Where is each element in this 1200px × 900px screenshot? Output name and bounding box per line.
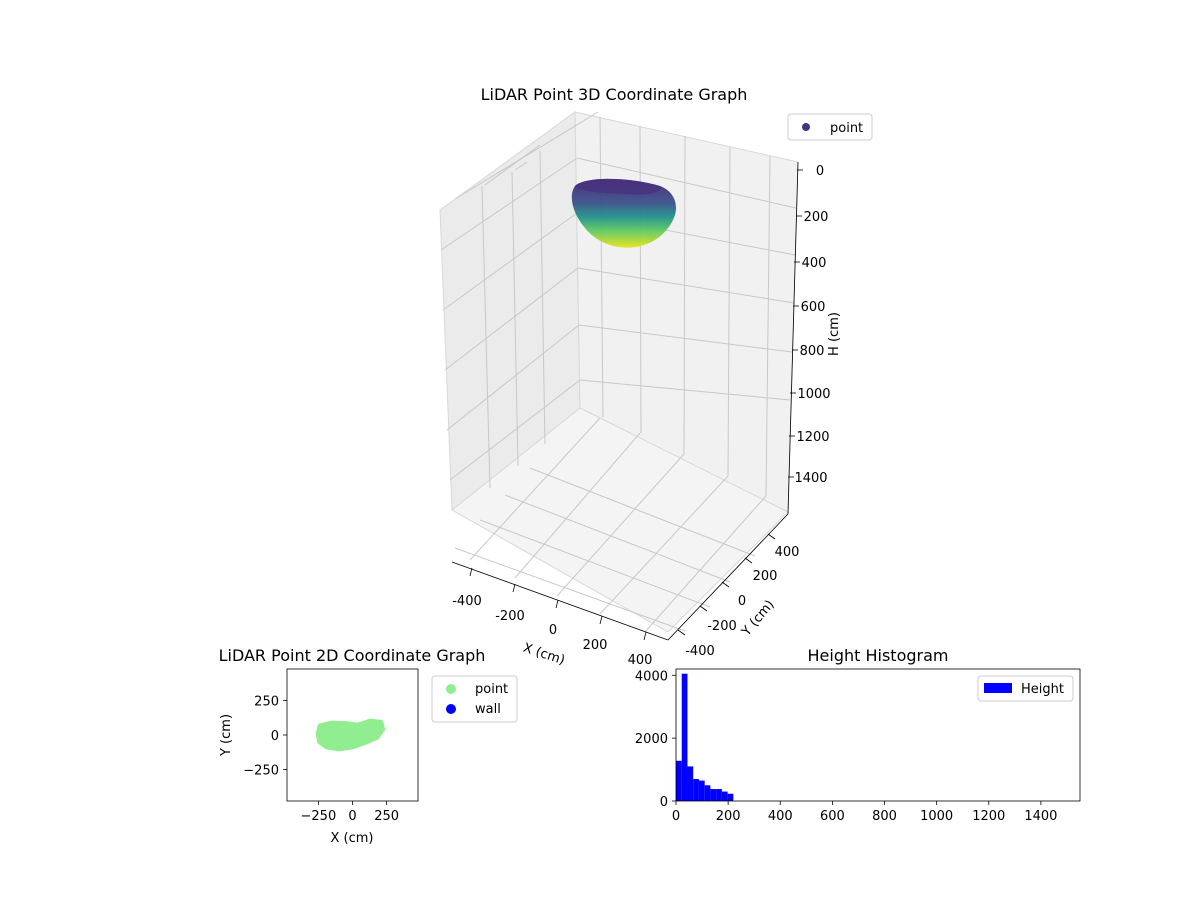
histogram-bars (676, 673, 734, 801)
legend-marker-wall (446, 704, 456, 714)
y-tick-label-3d: -200 (707, 619, 737, 634)
histogram-bar (721, 791, 728, 801)
histogram-bar (727, 793, 734, 801)
chart-histogram: Height Histogram 0 200 400 600 800 1000 1200 14… (635, 646, 1081, 824)
histogram-bar (698, 780, 705, 801)
legend-box (977, 675, 1074, 702)
x-ticks-2d: −250 0 250 (301, 801, 399, 824)
histogram-bar (716, 789, 722, 801)
legend-box (787, 113, 873, 141)
y-tick-label-3d: 0 (738, 594, 746, 609)
x-tick-label-histogram: 1200 (972, 809, 1005, 824)
y-tick-label-3d: 400 (775, 545, 800, 560)
z-tick-label-3d: 1200 (796, 430, 829, 445)
y-axis-label-2d: Y (cm) (219, 714, 234, 757)
y-ticks-2d: 250 0 −250 (243, 695, 287, 778)
x-tick-label-3d: 0 (549, 623, 557, 638)
z-tick-label-3d: 1400 (794, 471, 827, 486)
legend-marker-point (802, 123, 810, 131)
legend-marker-point (446, 684, 456, 694)
z-tick-label-3d: 200 (804, 210, 829, 225)
x-tick-label-histogram: 200 (716, 809, 741, 824)
axis-lines-3d (451, 161, 799, 641)
x-tick-label-3d: -400 (452, 594, 482, 609)
y-ticks-3d (677, 533, 776, 636)
legend-marker-height (984, 683, 1012, 693)
chart-title-2d: LiDAR Point 2D Coordinate Graph (219, 646, 486, 665)
z-ticks-3d (788, 169, 803, 478)
histogram-bar (676, 760, 682, 801)
x-axis-label-3d: X (cm) (521, 641, 567, 669)
x-ticks-histogram: 0 200 400 600 800 1000 1200 1400 (672, 801, 1057, 824)
x-ticks-3d (469, 567, 647, 641)
x-axis-label-2d: X (cm) (331, 831, 374, 846)
legend-histogram: Height (977, 675, 1074, 702)
legend-2d: point wall (431, 675, 518, 723)
legend-label-point: point (475, 682, 508, 697)
histogram-bar (681, 673, 688, 801)
histogram-bar (704, 785, 711, 801)
y-ticks-histogram: 0 2000 4000 (635, 669, 676, 810)
legend-label-height: Height (1021, 682, 1064, 697)
plot-frame-histogram (675, 668, 1081, 802)
z-tick-label-3d: 800 (800, 344, 825, 359)
legend-label-point: point (830, 121, 863, 136)
x-tick-label-histogram: 400 (768, 809, 793, 824)
grid-left (440, 111, 599, 489)
y-tick-label-histogram: 0 (660, 795, 668, 810)
point-cluster-2d (315, 718, 386, 752)
y-tick-label-2d: −250 (243, 763, 279, 778)
legend-3d: point (787, 113, 873, 141)
histogram-bar (710, 789, 717, 801)
chart-title-histogram: Height Histogram (808, 646, 949, 665)
point-cloud-3d-top (575, 178, 661, 195)
x-tick-label-3d: 400 (628, 653, 653, 668)
chart-3d: -400 -200 0 200 400 X (cm) -400 -200 0 2… (439, 85, 873, 669)
y-tick-label-3d: 200 (753, 569, 778, 584)
x-tick-label-3d: 200 (583, 638, 608, 653)
x-tick-label-2d: −250 (301, 809, 337, 824)
point-cloud-3d (571, 178, 676, 248)
z-tick-label-3d: 1000 (797, 387, 830, 402)
y-tick-label-2d: 0 (271, 729, 279, 744)
x-tick-label-histogram: 600 (820, 809, 845, 824)
z-tick-label-3d: 600 (801, 300, 826, 315)
z-tick-label-3d: 400 (802, 256, 827, 271)
y-tick-label-2d: 250 (254, 695, 279, 710)
chart-title-3d: LiDAR Point 3D Coordinate Graph (481, 85, 748, 104)
x-tick-label-histogram: 0 (672, 809, 680, 824)
y-tick-label-3d: -400 (685, 644, 715, 659)
chart-2d: LiDAR Point 2D Coordinate Graph −250 0 250… (219, 646, 518, 846)
x-tick-label-histogram: 800 (872, 809, 897, 824)
z-tick-label-3d: 0 (816, 164, 824, 179)
histogram-bar (687, 766, 694, 801)
histogram-bar (693, 779, 699, 801)
y-tick-label-histogram: 2000 (635, 732, 668, 747)
y-tick-label-histogram: 4000 (635, 669, 668, 684)
grid-floor (454, 417, 767, 633)
grid-right (576, 116, 797, 497)
x-tick-label-3d: -200 (495, 609, 525, 624)
legend-label-wall: wall (475, 702, 501, 717)
x-tick-label-2d: 250 (374, 809, 399, 824)
z-axis-label-3d: H (cm) (827, 312, 842, 356)
x-tick-label-2d: 0 (348, 809, 356, 824)
x-tick-label-histogram: 1000 (920, 809, 953, 824)
x-tick-label-histogram: 1400 (1024, 809, 1057, 824)
